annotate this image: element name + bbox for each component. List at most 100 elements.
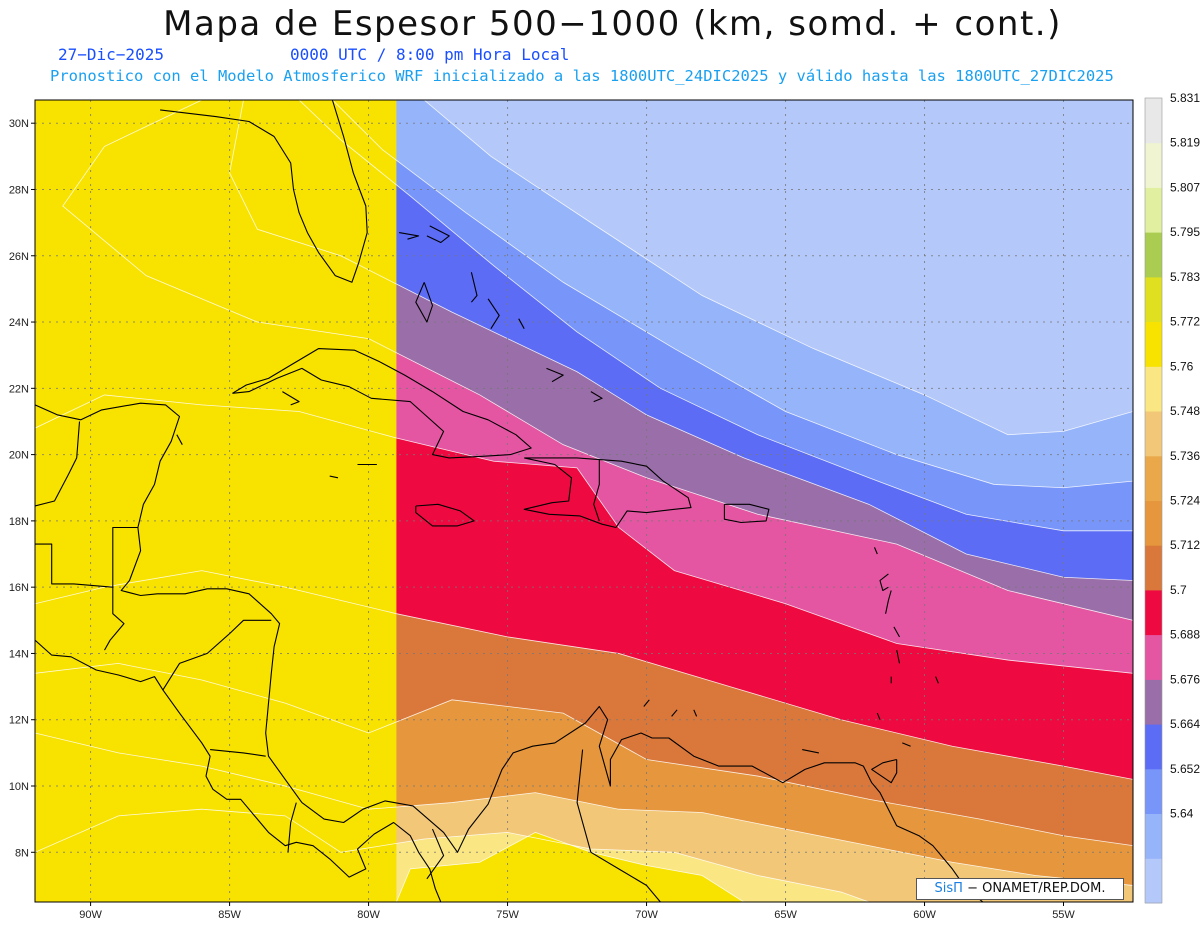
coastline-segment bbox=[523, 457, 692, 529]
coastline-segment bbox=[35, 402, 984, 902]
colorbar-frame bbox=[1144, 97, 1163, 904]
contour-5.748 bbox=[35, 808, 870, 902]
credit-box: SisΠ − ONAMET/REP.DOM. bbox=[916, 878, 1124, 900]
colorbar-swatch bbox=[1145, 232, 1162, 278]
colorbar-label: 5.831 bbox=[1170, 91, 1200, 105]
coastline-segment bbox=[232, 348, 532, 459]
coastline-segment bbox=[593, 459, 600, 522]
coastline-segment bbox=[671, 709, 678, 717]
lat-tick-label: 18N bbox=[9, 516, 29, 528]
coastline-segment bbox=[176, 434, 183, 445]
lon-tick-label: 60W bbox=[913, 909, 936, 921]
coastline-segment bbox=[873, 547, 878, 555]
lat-tick-label: 16N bbox=[9, 582, 29, 594]
coastline-segment bbox=[896, 649, 901, 664]
colorbar-label: 5.724 bbox=[1170, 494, 1200, 508]
colorbar-label: 5.772 bbox=[1170, 315, 1200, 329]
contour-5.712 bbox=[35, 570, 1133, 780]
colorbar-swatch bbox=[1145, 589, 1162, 636]
coastline-segment bbox=[893, 626, 900, 638]
credit-text: − ONAMET/REP.DOM. bbox=[967, 881, 1106, 896]
contour-5.688 bbox=[62, 100, 1133, 621]
colorbar-label: 5.664 bbox=[1170, 717, 1200, 731]
forecast-description: Pronostico con el Modelo Atmosferico WRF… bbox=[50, 67, 1114, 85]
coastline-segment bbox=[160, 100, 368, 283]
colorbar-label: 5.652 bbox=[1170, 762, 1200, 776]
coastline-segment bbox=[876, 712, 881, 720]
lat-tick-label: 22N bbox=[9, 383, 29, 395]
thickness-contours bbox=[35, 100, 1133, 902]
coastline-segment bbox=[104, 587, 125, 651]
coastline-segment bbox=[35, 421, 81, 507]
lat-tick-label: 8N bbox=[15, 847, 29, 859]
thickness-band-5.76 bbox=[35, 100, 1133, 902]
coastline-segment bbox=[162, 619, 272, 691]
lat-tick-label: 14N bbox=[9, 648, 29, 660]
coastline-segment bbox=[487, 298, 500, 329]
contour-5.676 bbox=[229, 100, 1133, 581]
colorbar: 5.64 5.652 5.664 5.676 5.688 5.7 5.712 5.724 5.7… bbox=[1144, 91, 1200, 904]
contour-5.76 bbox=[395, 831, 745, 902]
colorbar-swatch bbox=[1145, 724, 1162, 770]
colorbar-swatch bbox=[1145, 545, 1162, 591]
contour-5.7 bbox=[35, 394, 1133, 674]
coastline-segment bbox=[935, 676, 939, 684]
colorbar-swatch bbox=[1145, 679, 1162, 725]
colorbar-swatch bbox=[1145, 500, 1162, 546]
colorbar-swatch bbox=[1145, 858, 1162, 904]
coastline-segment bbox=[871, 758, 898, 784]
colorbar-swatch bbox=[1145, 768, 1162, 814]
thickness-bands bbox=[35, 100, 1133, 902]
colorbar-label: 5.64 bbox=[1170, 807, 1194, 821]
colorbar-label: 5.736 bbox=[1170, 449, 1200, 463]
lon-tick-label: 70W bbox=[635, 909, 658, 921]
coastline-segment bbox=[879, 573, 889, 592]
coastline-segment bbox=[643, 699, 650, 707]
coastline-segment bbox=[415, 503, 475, 527]
map-title: Mapa de Espesor 500−1000 (km, somd. + co… bbox=[163, 4, 1062, 44]
colorbar-label: 5.748 bbox=[1170, 404, 1200, 418]
coastline-segment bbox=[576, 749, 661, 902]
map-plot-area bbox=[35, 100, 1133, 902]
coastline-segment bbox=[546, 367, 564, 383]
coastline-segment bbox=[590, 391, 603, 403]
lon-tick-label: 55W bbox=[1052, 909, 1075, 921]
colorbar-label: 5.783 bbox=[1170, 270, 1200, 284]
lat-tick-label: 26N bbox=[9, 251, 29, 263]
lon-tick-label: 85W bbox=[218, 909, 241, 921]
coastline-segment bbox=[399, 232, 420, 240]
coastline-segment bbox=[35, 526, 138, 588]
coastline-segment bbox=[329, 475, 339, 479]
lat-lon-grid bbox=[35, 100, 1133, 902]
coastline-segment bbox=[885, 590, 892, 614]
lon-tick-label: 65W bbox=[774, 909, 797, 921]
coastline-segment bbox=[35, 639, 442, 902]
lon-tick-label: 75W bbox=[496, 909, 519, 921]
coastline-segment bbox=[723, 503, 770, 524]
axis-ticks: 90W 85W 80W 75W 70W 65W 60W 55W 8N 10N 12N 14N 16N 18… bbox=[9, 118, 1076, 921]
map-frame bbox=[34, 99, 1134, 903]
contour-5.664 bbox=[298, 100, 1133, 532]
forecast-time: 0000 UTC / 8:00 pm Hora Local bbox=[290, 45, 570, 64]
coastline-segment bbox=[210, 749, 266, 757]
colorbar-label: 5.819 bbox=[1170, 136, 1200, 150]
lat-tick-label: 20N bbox=[9, 450, 29, 462]
contour-5.724 bbox=[35, 662, 1133, 847]
sispi-logo: SisΠ bbox=[934, 881, 963, 896]
lat-tick-label: 10N bbox=[9, 781, 29, 793]
colorbar-swatch bbox=[1145, 366, 1162, 412]
coastline-segment bbox=[518, 318, 525, 329]
colorbar-label: 5.7 bbox=[1170, 583, 1187, 597]
coastline-segment bbox=[287, 802, 297, 853]
colorbar-label: 5.807 bbox=[1170, 180, 1200, 194]
coastline-segment bbox=[902, 742, 911, 747]
colorbar-swatch bbox=[1145, 813, 1162, 859]
lat-tick-label: 28N bbox=[9, 184, 29, 196]
lat-tick-label: 24N bbox=[9, 317, 29, 329]
colorbar-swatch bbox=[1145, 634, 1162, 680]
colorbar-swatch bbox=[1145, 187, 1162, 233]
forecast-date: 27−Dic−2025 bbox=[58, 45, 164, 64]
colorbar-swatch bbox=[1145, 98, 1162, 144]
lat-tick-label: 30N bbox=[9, 118, 29, 130]
